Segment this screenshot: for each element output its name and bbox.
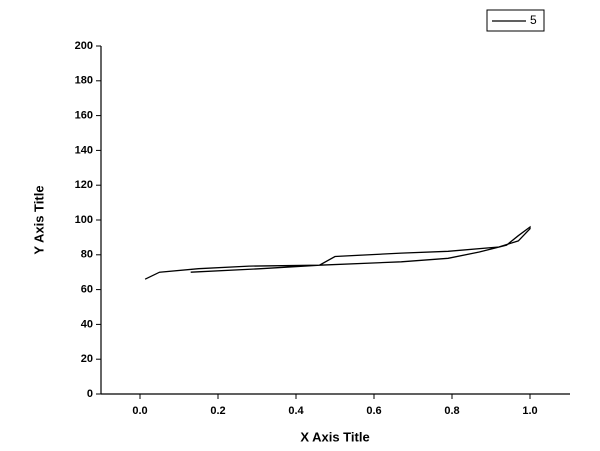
y-tick-label: 120	[75, 179, 93, 191]
y-tick-label: 100	[75, 214, 93, 226]
y-tick-label: 80	[81, 249, 93, 261]
y-tick-label: 180	[75, 75, 93, 87]
data-line	[144, 225, 531, 280]
y-tick-label: 60	[81, 284, 93, 296]
legend-label: 5	[530, 13, 537, 27]
x-tick-label: 0.6	[366, 405, 381, 417]
x-tick-label: 0.8	[444, 405, 459, 417]
y-axis-title: Y Axis Title	[31, 185, 46, 254]
y-tick-label: 20	[81, 353, 93, 365]
y-tick-label: 160	[75, 110, 93, 122]
y-tick-label: 40	[81, 318, 93, 330]
x-tick-label: 1.0	[522, 405, 537, 417]
y-tick-label: 140	[75, 144, 93, 156]
x-tick-label: 0.4	[288, 405, 304, 417]
x-axis-title: X Axis Title	[300, 429, 369, 444]
x-tick-label: 0.0	[132, 405, 147, 417]
y-tick-label: 200	[75, 40, 93, 52]
y-tick-label: 0	[87, 388, 93, 400]
x-tick-label: 0.2	[210, 405, 225, 417]
